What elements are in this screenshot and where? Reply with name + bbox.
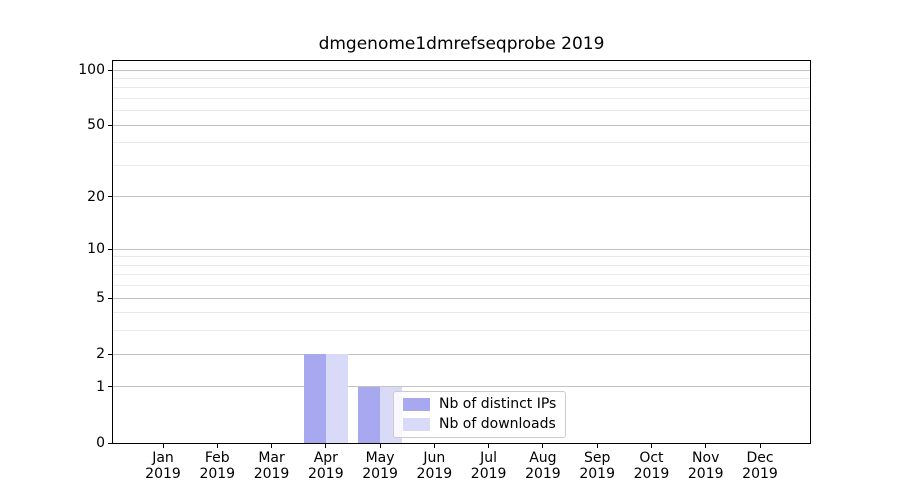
y-major-gridline bbox=[113, 353, 810, 355]
x-tick bbox=[488, 444, 490, 448]
legend-swatch-downloads-icon bbox=[403, 418, 430, 431]
y-minor-gridline bbox=[113, 312, 810, 314]
y-tick-label: 0 bbox=[96, 435, 105, 451]
x-tick-label: Sep 2019 bbox=[579, 450, 615, 482]
y-minor-gridline bbox=[113, 330, 810, 332]
legend-label-distinct-ips: Nb of distinct IPs bbox=[439, 396, 557, 412]
x-tick-label: Oct 2019 bbox=[633, 450, 670, 482]
x-tick-label: Jul 2019 bbox=[470, 450, 507, 482]
y-minor-gridline bbox=[113, 285, 810, 287]
y-major-gridline bbox=[113, 297, 810, 299]
x-tick-label: May 2019 bbox=[362, 450, 398, 482]
x-tick bbox=[705, 444, 707, 448]
legend-item-distinct-ips: Nb of distinct IPs bbox=[403, 397, 556, 412]
y-minor-gridline bbox=[113, 98, 810, 100]
x-tick bbox=[162, 444, 164, 448]
x-tick-label: Nov 2019 bbox=[687, 450, 724, 482]
y-minor-gridline bbox=[113, 274, 810, 276]
legend-label-downloads: Nb of downloads bbox=[439, 416, 556, 432]
y-tick-label: 50 bbox=[87, 117, 105, 134]
x-tick bbox=[433, 444, 435, 448]
x-tick-label: Aug 2019 bbox=[525, 450, 561, 482]
y-tick-label: 5 bbox=[96, 290, 105, 307]
x-tick bbox=[216, 444, 218, 448]
x-tick bbox=[325, 444, 327, 448]
x-tick-label: Mar 2019 bbox=[253, 450, 290, 482]
y-tick-label: 2 bbox=[96, 346, 105, 363]
y-major-gridline bbox=[113, 196, 810, 198]
x-tick-label: Apr 2019 bbox=[307, 450, 344, 482]
y-major-gridline bbox=[113, 386, 810, 388]
x-tick bbox=[650, 444, 652, 448]
y-tick-label: 10 bbox=[87, 241, 105, 258]
x-tick bbox=[596, 444, 598, 448]
y-minor-gridline bbox=[113, 77, 810, 79]
x-tick-label: Jun 2019 bbox=[416, 450, 453, 482]
plot-area bbox=[112, 60, 811, 444]
x-tick bbox=[542, 444, 544, 448]
x-tick-label: Feb 2019 bbox=[199, 450, 236, 482]
legend-item-downloads: Nb of downloads bbox=[403, 417, 556, 432]
x-tick-label: Jan 2019 bbox=[145, 450, 181, 482]
y-major-gridline bbox=[113, 69, 810, 71]
y-tick-label: 20 bbox=[87, 188, 105, 205]
y-minor-gridline bbox=[113, 256, 810, 258]
y-tick-label: 100 bbox=[78, 62, 105, 79]
y-minor-gridline bbox=[113, 87, 810, 89]
y-minor-gridline bbox=[113, 165, 810, 166]
bar-distinct-ips-May bbox=[358, 386, 381, 443]
x-tick bbox=[379, 444, 381, 448]
y-minor-gridline bbox=[113, 110, 810, 112]
y-minor-gridline bbox=[113, 142, 810, 144]
chart-title: dmgenome1dmrefseqprobe 2019 bbox=[318, 34, 605, 54]
y-major-gridline bbox=[113, 124, 810, 126]
legend-swatch-distinct-ips-icon bbox=[403, 398, 430, 411]
x-tick bbox=[759, 444, 761, 448]
x-tick-label: Dec 2019 bbox=[742, 450, 778, 482]
y-tick-label: 1 bbox=[96, 378, 105, 395]
bar-downloads-Apr bbox=[325, 354, 348, 443]
bar-distinct-ips-Apr bbox=[304, 354, 326, 443]
y-major-gridline bbox=[113, 248, 810, 250]
legend: Nb of distinct IPs Nb of downloads bbox=[393, 391, 567, 438]
y-minor-gridline bbox=[113, 264, 810, 266]
x-tick bbox=[271, 444, 273, 448]
